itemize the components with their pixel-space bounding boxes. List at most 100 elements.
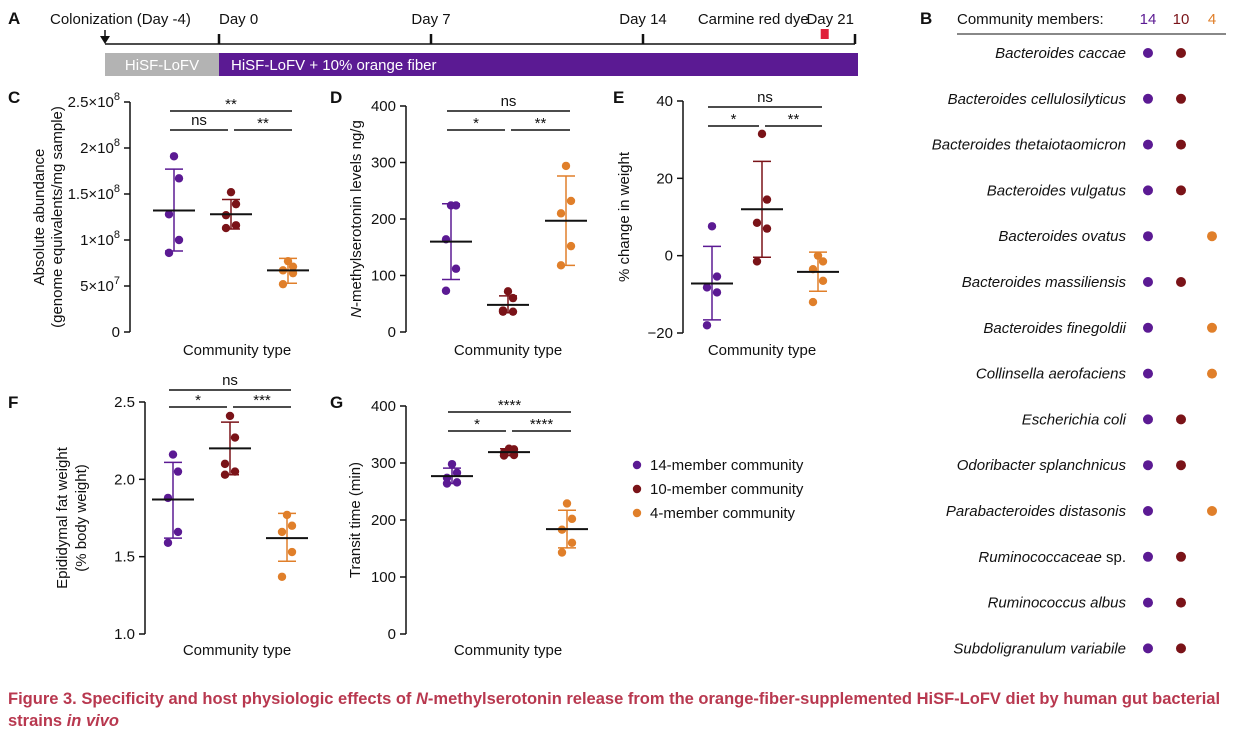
panel-letter: C <box>8 88 20 107</box>
caption-italic-in-vivo: in vivo <box>66 712 119 730</box>
y-tick-label: 300 <box>371 155 396 172</box>
panel-letter: F <box>8 393 18 412</box>
data-point <box>818 276 828 285</box>
x-axis-label: Community type <box>183 642 291 659</box>
y-tick-label: 2×108 <box>80 137 120 157</box>
member-name: Bacteroides caccae <box>995 45 1126 62</box>
y-axis-label: % change in weight <box>616 151 633 282</box>
y-tick-label: 0 <box>665 248 673 265</box>
data-point <box>277 527 287 537</box>
membership-dot <box>1143 48 1153 58</box>
y-tick-label: 1.0 <box>114 626 135 643</box>
data-point <box>221 223 231 233</box>
data-point <box>173 467 183 476</box>
y-tick-label: 40 <box>656 93 673 110</box>
colonization-label: Colonization (Day -4) <box>50 11 191 28</box>
data-point <box>561 161 571 171</box>
data-point <box>452 468 462 477</box>
data-point <box>442 479 452 488</box>
membership-dot <box>1143 414 1153 425</box>
dye-label: Carmine red dye <box>698 11 809 28</box>
y-tick-label: 200 <box>371 211 396 228</box>
x-axis-label: Community type <box>708 342 816 359</box>
y-tick-label: 0 <box>112 324 120 341</box>
member-name: Escherichia coli <box>1022 411 1127 428</box>
data-point <box>277 572 287 581</box>
data-point <box>278 279 288 289</box>
member-name: Collinsella aerofaciens <box>976 366 1127 383</box>
diet-bar-base <box>105 53 219 76</box>
data-point <box>557 548 567 557</box>
caption-italic-n: N <box>416 690 428 708</box>
data-point <box>226 187 236 197</box>
data-point <box>752 257 762 266</box>
y-tick-label: 2.5×108 <box>68 91 120 111</box>
y-axis-label: Transit time (min) <box>347 462 364 578</box>
member-name: Ruminococcaceae sp. <box>978 549 1126 566</box>
member-name: Bacteroides vulgatus <box>987 182 1127 199</box>
data-point <box>508 293 518 303</box>
y-tick-label: 0 <box>388 626 396 643</box>
diet-label-fiber: HiSF-LoFV + 10% orange fiber <box>231 57 437 74</box>
chart-panel-g: G 0 100 200 300 400 Transit time (min) Communit… <box>330 393 588 659</box>
data-point <box>556 209 566 218</box>
data-point <box>556 261 566 270</box>
membership-dot <box>1176 551 1186 562</box>
y-tick-label: 5×107 <box>80 275 120 295</box>
data-point <box>173 527 183 537</box>
membership-dot <box>1143 322 1153 333</box>
member-name: Odoribacter splanchnicus <box>957 457 1127 474</box>
y-axis-label: (% body weight) <box>73 464 90 572</box>
chart-panel-d: D 0 100 200 300 400 N-methylserotonin levels n… <box>330 88 587 359</box>
membership-dot <box>1143 368 1153 379</box>
data-point <box>567 514 577 524</box>
membership-dot <box>1143 139 1153 150</box>
significance-label: ns <box>191 112 207 129</box>
caption-part-1: Figure 3. Specificity and host physiolog… <box>8 690 416 708</box>
membership-dot <box>1176 48 1186 58</box>
community-column-header: 4 <box>1208 11 1216 28</box>
data-point <box>220 459 230 469</box>
x-axis-label: Community type <box>454 642 562 659</box>
data-point <box>562 499 572 508</box>
y-tick-label: 1.5×108 <box>68 183 120 203</box>
membership-dot <box>1176 185 1186 196</box>
figure-caption: Figure 3. Specificity and host physiolog… <box>8 688 1248 732</box>
significance-label: **** <box>530 416 554 433</box>
member-name: Bacteroides finegoldii <box>983 320 1126 337</box>
data-point <box>813 251 823 260</box>
significance-label: * <box>474 416 480 433</box>
legend-swatch <box>632 484 642 494</box>
member-name: Ruminococcus albus <box>988 595 1127 612</box>
data-point <box>163 493 173 503</box>
chart-panel-e: E −20 0 20 40 % change in weight Community typ… <box>613 88 839 359</box>
membership-dot <box>1143 277 1153 287</box>
data-point <box>288 262 298 271</box>
panel-letter: D <box>330 88 342 107</box>
data-point <box>712 272 722 281</box>
data-point <box>707 222 717 231</box>
panel-letter-a: A <box>8 9 20 28</box>
y-tick-label: 400 <box>371 98 396 115</box>
y-tick-label: −20 <box>648 325 673 342</box>
membership-dot <box>1143 597 1153 608</box>
membership-dot <box>1207 368 1217 379</box>
y-tick-label: 20 <box>656 170 673 187</box>
data-point <box>566 196 576 206</box>
data-point <box>231 199 241 209</box>
member-name: Bacteroides cellulosilyticus <box>948 91 1127 108</box>
legend-swatch <box>632 508 642 518</box>
data-point <box>752 218 762 227</box>
legend-label: 4-member community <box>650 505 796 522</box>
legend-label: 14-member community <box>650 457 804 474</box>
y-tick-label: 2.0 <box>114 471 135 488</box>
data-point <box>451 201 461 210</box>
significance-label: * <box>473 115 479 132</box>
significance-label: *** <box>253 392 271 409</box>
y-axis-label: N-methylserotonin levels ng/g <box>348 120 365 318</box>
data-point <box>818 257 828 266</box>
significance-label: **** <box>498 397 522 414</box>
y-axis-label: (genome equivalents/mg sample) <box>49 106 66 328</box>
data-point <box>808 297 818 307</box>
data-point <box>566 241 576 251</box>
